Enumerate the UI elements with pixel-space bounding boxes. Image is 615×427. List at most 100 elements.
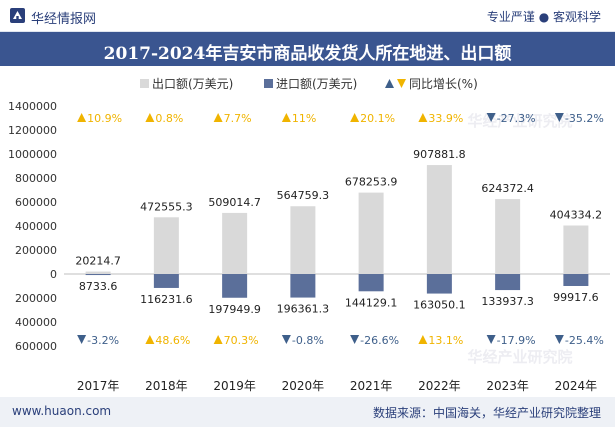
website-link[interactable]: www.huaon.com — [12, 404, 112, 418]
import-growth-label: -26.6% — [360, 334, 399, 347]
growth-down-triangle-icon — [486, 335, 496, 344]
export-growth-label: 10.9% — [87, 112, 122, 125]
export-bar — [358, 192, 384, 274]
x-tick-label: 2020年 — [282, 379, 325, 393]
y-tick-label: 800000 — [15, 172, 57, 185]
export-bar — [153, 217, 179, 274]
y-tick-label: 400000 — [15, 220, 57, 233]
import-value-label: 196361.3 — [277, 303, 330, 316]
legend-import-label: 进口额(万美元) — [276, 77, 357, 91]
export-bar — [495, 199, 521, 274]
data-source: 数据来源：中国海关，华经产业研究院整理 — [372, 406, 601, 420]
growth-up-triangle-icon — [350, 113, 360, 122]
legend-export-swatch — [140, 79, 149, 88]
import-value-label: 99917.6 — [553, 291, 599, 304]
y-tick-label: 200000 — [15, 244, 57, 257]
footer-bar: www.huaon.com 数据来源：中国海关，华经产业研究院整理 — [0, 397, 615, 427]
import-value-label: 116231.6 — [140, 293, 193, 306]
import-growth-label: -3.2% — [87, 334, 119, 347]
y-tick-label: 200000 — [15, 292, 57, 305]
import-value-label: 8733.6 — [79, 280, 118, 293]
import-bar — [222, 274, 248, 298]
export-bar — [85, 271, 111, 274]
import-bar — [495, 274, 521, 291]
import-value-label: 163050.1 — [413, 299, 466, 312]
import-growth-label: 48.6% — [155, 334, 190, 347]
growth-down-triangle-icon — [554, 335, 564, 344]
brand-name: 华经情报网 — [31, 12, 97, 27]
import-value-label: 144129.1 — [345, 296, 398, 309]
chart-title: 2017-2024年吉安市商品收发货人所在地进、出口额 — [103, 44, 512, 64]
growth-up-triangle-icon — [281, 113, 291, 122]
growth-up-triangle-icon — [77, 113, 87, 122]
export-value-label: 907881.8 — [413, 148, 466, 161]
legend-growth-label: 同比增长(%) — [409, 77, 478, 91]
import-bar — [85, 274, 111, 276]
import-growth-label: 70.3% — [224, 334, 259, 347]
export-value-label: 564759.3 — [277, 189, 330, 202]
import-bar — [290, 274, 316, 298]
watermark-lower: 华经产业研究院 — [467, 348, 572, 366]
export-bar — [222, 212, 248, 274]
export-bar — [290, 206, 316, 274]
import-bar — [153, 274, 179, 288]
y-tick-label: 1200000 — [8, 124, 57, 137]
export-value-label: 20214.7 — [75, 255, 121, 268]
x-tick-label: 2018年 — [145, 379, 188, 393]
growth-down-triangle-icon — [281, 335, 291, 344]
x-tick-label: 2019年 — [213, 379, 256, 393]
legend-down-triangle-icon — [397, 79, 406, 88]
tagline: 专业严谨 ● 客观科学 — [486, 10, 601, 24]
x-tick-label: 2021年 — [350, 379, 393, 393]
import-bar — [426, 274, 452, 294]
import-growth-label: -0.8% — [292, 334, 324, 347]
y-tick-label: 600000 — [15, 196, 57, 209]
import-growth-label: 13.1% — [428, 334, 463, 347]
growth-up-triangle-icon — [418, 113, 428, 122]
import-value-label: 197949.9 — [208, 303, 261, 316]
x-tick-label: 2022年 — [418, 379, 461, 393]
growth-up-triangle-icon — [213, 335, 223, 344]
export-value-label: 404334.2 — [550, 208, 603, 221]
x-tick-label: 2017年 — [77, 379, 120, 393]
y-tick-label: 600000 — [15, 340, 57, 353]
growth-up-triangle-icon — [145, 335, 155, 344]
export-growth-label: -35.2% — [565, 112, 604, 125]
export-growth-label: 11% — [292, 112, 316, 125]
y-tick-label: 1400000 — [8, 100, 57, 113]
export-value-label: 624372.4 — [481, 182, 534, 195]
export-bar — [563, 225, 589, 274]
huajing-logo-icon — [10, 8, 25, 23]
growth-up-triangle-icon — [213, 113, 223, 122]
import-value-label: 133937.3 — [481, 295, 534, 308]
import-bar — [563, 274, 589, 286]
export-value-label: 678253.9 — [345, 176, 398, 189]
growth-down-triangle-icon — [486, 113, 496, 122]
title-bar: 2017-2024年吉安市商品收发货人所在地进、出口额 — [0, 32, 615, 66]
legend-up-triangle-icon — [385, 79, 394, 88]
export-growth-label: 0.8% — [155, 112, 183, 125]
export-growth-label: 7.7% — [224, 112, 252, 125]
y-tick-label: 1000000 — [8, 148, 57, 161]
growth-down-triangle-icon — [350, 335, 360, 344]
import-growth-label: -25.4% — [565, 334, 604, 347]
import-bar — [358, 274, 384, 292]
y-tick-label: 0 — [50, 268, 57, 281]
top-bar: 华经情报网 专业严谨 ● 客观科学 — [0, 0, 615, 32]
export-bar — [426, 165, 452, 274]
export-value-label: 472555.3 — [140, 200, 193, 213]
y-tick-label: 400000 — [15, 316, 57, 329]
x-tick-label: 2024年 — [555, 379, 598, 393]
x-tick-label: 2023年 — [486, 379, 529, 393]
legend-export-label: 出口额(万美元) — [152, 77, 233, 91]
export-growth-label: 33.9% — [428, 112, 463, 125]
export-value-label: 509014.7 — [208, 196, 261, 209]
growth-up-triangle-icon — [418, 335, 428, 344]
export-growth-label: -27.3% — [497, 112, 536, 125]
export-growth-label: 20.1% — [360, 112, 395, 125]
growth-down-triangle-icon — [554, 113, 564, 122]
growth-up-triangle-icon — [145, 113, 155, 122]
growth-down-triangle-icon — [77, 335, 87, 344]
import-growth-label: -17.9% — [497, 334, 536, 347]
